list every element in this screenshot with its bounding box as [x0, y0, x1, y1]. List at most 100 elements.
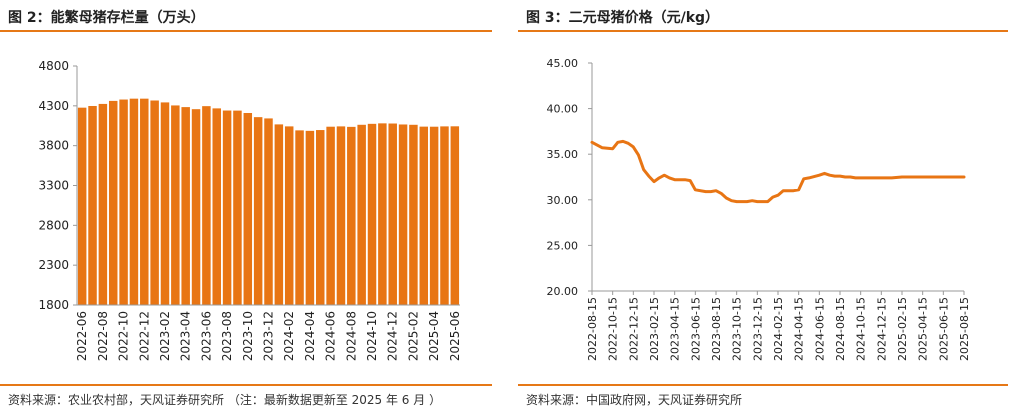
bar-2024-10: [367, 123, 377, 305]
bar-2023-02: [160, 102, 170, 305]
bar-2025-06: [450, 126, 460, 305]
left-source-rule: [0, 384, 492, 386]
bar-2022-09: [108, 100, 118, 305]
bar-2023-05: [191, 109, 201, 305]
bar-2023-08: [222, 110, 232, 306]
bar-x-tick-label: 2024-10: [365, 311, 379, 361]
left-chart-title: 图 2：能繁母猪存栏量（万头）: [8, 10, 205, 26]
line-y-tick-label: 30.00: [547, 194, 579, 207]
bar-x-tick-label: 2024-08: [344, 311, 358, 361]
bar-x-tick-label: 2023-12: [262, 311, 276, 361]
line-x-tick-label: 2022-08-15: [586, 297, 599, 361]
bar-y-tick-label: 3300: [38, 179, 69, 193]
bar-2025-04: [429, 126, 439, 306]
line-x-tick-label: 2025-04-15: [917, 297, 930, 361]
bar-2024-06: [326, 126, 335, 306]
bar-2022-07: [88, 105, 97, 305]
line-x-tick-label: 2023-04-15: [669, 297, 682, 361]
line-y-tick-label: 40.00: [547, 103, 579, 116]
bar-2023-06: [202, 106, 211, 305]
bar-y-tick-label: 4800: [38, 59, 69, 73]
bar-2024-08: [347, 126, 356, 306]
bar-x-tick-label: 2024-12: [386, 311, 400, 361]
left-chart-panel: 图 2：能繁母猪存栏量（万头） 1800 2300 2800 3300 3800 4300…: [0, 0, 492, 414]
bar-2024-03: [295, 130, 304, 305]
bar-x-tick-label: 2022-06: [75, 311, 89, 361]
bar-y-tick-label: 2300: [38, 258, 69, 272]
left-source-note: 资料来源：农业农村部，天风证券研究所 （注：最新数据更新至 2025 年 6 月…: [8, 393, 442, 407]
bar-2024-01: [274, 124, 284, 306]
line-x-tick-label: 2025-06-15: [937, 297, 950, 361]
bar-2025-02: [409, 124, 418, 305]
line-x-tick-label: 2024-02-15: [772, 297, 785, 361]
bar-y-tick-label: 3800: [38, 139, 69, 153]
bar-x-tick-label: 2023-10: [241, 311, 255, 361]
bar-2024-05: [316, 130, 325, 305]
line-x-tick-label: 2024-12-15: [875, 297, 888, 361]
line-x-tick-label: 2024-04-15: [793, 297, 806, 361]
bar-x-tick-label: 2024-06: [324, 311, 338, 361]
line-x-tick-label: 2023-06-15: [689, 297, 702, 361]
line-x-tick-label: 2023-12-15: [751, 297, 764, 361]
bar-x-tick-label: 2022-10: [117, 311, 131, 361]
bar-2025-05: [440, 126, 449, 306]
bar-x-tick-label: 2022-12: [137, 311, 151, 361]
bar-2022-08: [98, 103, 108, 306]
bar-x-tick-label: 2024-04: [303, 311, 317, 361]
bar-2023-10: [243, 113, 253, 306]
right-source-note: 资料来源：中国政府网，天风证券研究所: [526, 393, 743, 407]
line-y-tick-label: 25.00: [547, 239, 579, 252]
bar-2023-03: [171, 105, 180, 305]
bar-2023-09: [233, 110, 242, 305]
bar-2024-11: [378, 123, 387, 305]
bar-2023-07: [212, 108, 221, 306]
bar-2023-04: [181, 107, 190, 305]
line-chart: 20.00 25.00 30.00 35.00 40.00 45.00 2022-08-15…: [547, 57, 972, 361]
bar-2023-12: [264, 118, 273, 305]
line-x-tick-label: 2024-06-15: [813, 297, 826, 361]
line-x-tick-label: 2023-02-15: [648, 297, 661, 361]
bar-2024-02: [284, 126, 294, 306]
line-x-tick-label: 2024-10-15: [855, 297, 868, 361]
bar-2023-11: [253, 117, 263, 305]
line-x-tick-label: 2022-12-15: [627, 297, 640, 361]
bar-2024-07: [336, 126, 346, 306]
bar-x-tick-label: 2024-02: [282, 311, 296, 361]
line-y-tick-label: 20.00: [547, 285, 579, 298]
bar-x-tick-label: 2023-04: [179, 311, 193, 361]
bar-y-tick-label: 1800: [38, 298, 69, 312]
line-y-tick-label: 45.00: [547, 57, 579, 70]
line-x-tick-label: 2025-08-15: [958, 297, 971, 361]
bar-x-tick-label: 2022-08: [96, 311, 110, 361]
bar-2024-04: [305, 130, 315, 305]
bar-chart: 1800 2300 2800 3300 3800 4300 4800 2022-06 2022-…: [38, 59, 462, 361]
bar-2022-12: [140, 98, 149, 305]
bar-2025-01: [398, 124, 408, 305]
right-title-rule: [518, 30, 1008, 32]
bar-y-tick-label: 2800: [38, 218, 69, 232]
bar-x-tick-label: 2023-08: [220, 311, 234, 361]
right-chart-panel: 图 3：二元母猪价格（元/kg） 20.00 25.00 30.00 35.00 40.…: [518, 0, 1008, 414]
line-x-tick-label: 2023-10-15: [731, 297, 744, 361]
bar-x-tick-label: 2025-04: [427, 311, 441, 361]
line-x-tick-label: 2025-02-15: [896, 297, 909, 361]
bar-2025-03: [419, 126, 429, 305]
line-x-tick-label: 2023-08-15: [710, 297, 723, 361]
bar-x-tick-label: 2025-02: [406, 311, 420, 361]
line-y-tick-label: 35.00: [547, 148, 579, 161]
bar-2023-01: [150, 100, 159, 305]
bar-2024-12: [388, 123, 397, 305]
bar-2022-11: [129, 98, 139, 305]
bar-2022-10: [119, 99, 128, 305]
line-series-sow-price: [590, 139, 966, 204]
left-title-rule: [0, 30, 492, 32]
line-x-tick-label: 2024-08-15: [834, 297, 847, 361]
bar-x-tick-label: 2025-06: [448, 311, 462, 361]
bar-2024-09: [357, 124, 366, 305]
bar-x-tick-label: 2023-06: [199, 311, 213, 361]
line-x-tick-label: 2022-10-15: [607, 297, 620, 361]
bar-x-tick-label: 2023-02: [158, 311, 172, 361]
right-source-rule: [518, 384, 1008, 386]
right-chart-title: 图 3：二元母猪价格（元/kg）: [526, 10, 720, 26]
bar-2022-06: [77, 107, 87, 305]
